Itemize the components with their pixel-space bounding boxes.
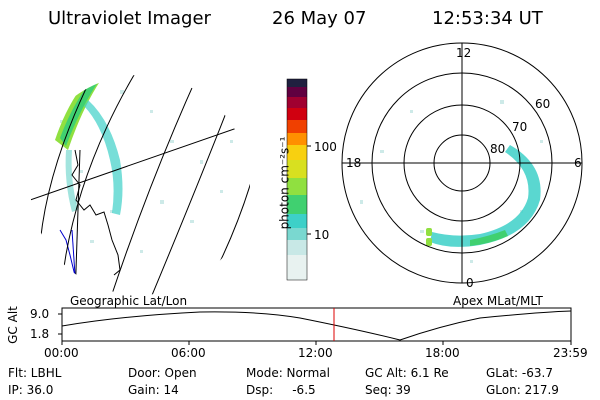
mlt-label-0: 0 xyxy=(466,276,474,290)
polar-panel-caption: Apex MLat/MLT xyxy=(453,294,543,308)
geo-image xyxy=(30,75,250,295)
timeline-xtick-2: 12:00 xyxy=(298,346,333,360)
info-glon: GLon: 217.9 xyxy=(486,383,559,397)
lat-label-60: 60 xyxy=(535,97,551,111)
info-glat: GLat: -63.7 xyxy=(486,366,553,380)
info-dsp: Dsp: -6.5 xyxy=(246,383,316,397)
colorbar-label: photon cm⁻²s⁻¹ xyxy=(277,136,292,230)
info-mode: Mode: Normal xyxy=(246,366,330,380)
timeline-xtick-4: 23:59 xyxy=(553,346,588,360)
timeline-ylabel: GC Alt xyxy=(5,306,20,344)
info-door: Door: Open xyxy=(128,366,197,380)
lat-label-80: 80 xyxy=(490,142,506,156)
info-flt: Flt: LBHL xyxy=(8,366,62,380)
timeline-xtick-0: 00:00 xyxy=(44,346,79,360)
mlt-label-12: 12 xyxy=(456,46,472,60)
time-label: 12:53:34 UT xyxy=(432,8,543,29)
timeline-ytick-bottom: 1.8 xyxy=(30,327,50,341)
info-gain: Gain: 14 xyxy=(128,383,179,397)
timeline-xtick-1: 06:00 xyxy=(171,346,206,360)
date-label: 26 May 07 xyxy=(272,8,367,29)
polar-image xyxy=(341,42,583,284)
info-seq: Seq: 39 xyxy=(365,383,411,397)
info-gc-alt: GC Alt: 6.1 Re xyxy=(365,366,449,380)
mlt-label-6: 6 xyxy=(574,156,582,170)
timeline-xtick-3: 18:00 xyxy=(425,346,460,360)
mlt-label-18: 18 xyxy=(346,156,362,170)
instrument-title: Ultraviolet Imager xyxy=(48,8,211,29)
info-ip: IP: 36.0 xyxy=(8,383,54,397)
colorbar-tick-100: 100 xyxy=(314,140,337,154)
colorbar xyxy=(286,78,311,281)
lat-label-70: 70 xyxy=(512,120,528,134)
colorbar-tick-10: 10 xyxy=(314,228,330,242)
geo-panel-caption: Geographic Lat/Lon xyxy=(70,294,188,308)
timeline-ytick-top: 9.0 xyxy=(30,307,50,321)
timeline-plot xyxy=(58,307,572,345)
